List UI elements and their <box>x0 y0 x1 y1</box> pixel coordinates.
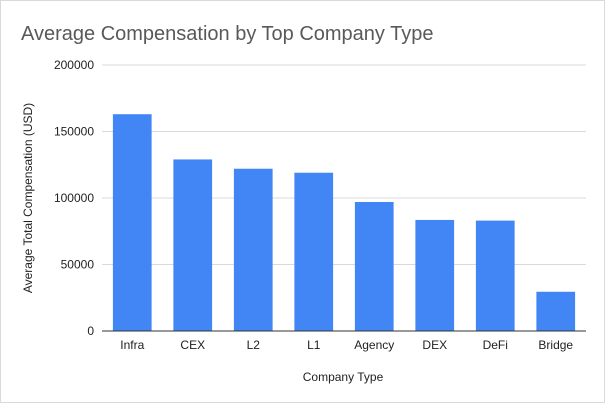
bar-dex <box>415 219 455 331</box>
y-tick-label: 0 <box>87 324 94 338</box>
bar-infra <box>112 114 152 332</box>
y-tick-label: 200000 <box>54 58 94 72</box>
x-axis-title: Company Type <box>303 370 384 384</box>
x-tick-label: Agency <box>354 338 394 352</box>
x-tick-label: DEX <box>422 338 447 352</box>
x-tick-label: DeFi <box>483 338 508 352</box>
bar-l2 <box>233 168 273 331</box>
x-tick-label: CEX <box>180 338 205 352</box>
bar-bridge <box>536 291 576 331</box>
chart-title: Average Compensation by Top Company Type <box>21 23 433 45</box>
bar-l1 <box>294 172 334 331</box>
bar-agency <box>354 201 394 331</box>
x-tick-label: L1 <box>307 338 321 352</box>
y-tick-label: 50000 <box>61 258 95 272</box>
bars <box>112 114 576 332</box>
bar-defi <box>475 220 515 331</box>
y-tick-label: 150000 <box>54 125 94 139</box>
y-tick-label: 100000 <box>54 191 94 205</box>
x-tick-label: Bridge <box>538 338 573 352</box>
x-tick-label: L2 <box>247 338 261 352</box>
x-tick-label: Infra <box>120 338 144 352</box>
y-axis-ticks: 0 50000 100000 150000 200000 <box>54 58 94 338</box>
bar-cex <box>173 159 213 331</box>
x-axis-ticks: Infra CEX L2 L1 Agency DEX DeFi Bridge <box>120 338 573 352</box>
y-axis-title: Average Total Compensation (USD) <box>21 103 35 293</box>
